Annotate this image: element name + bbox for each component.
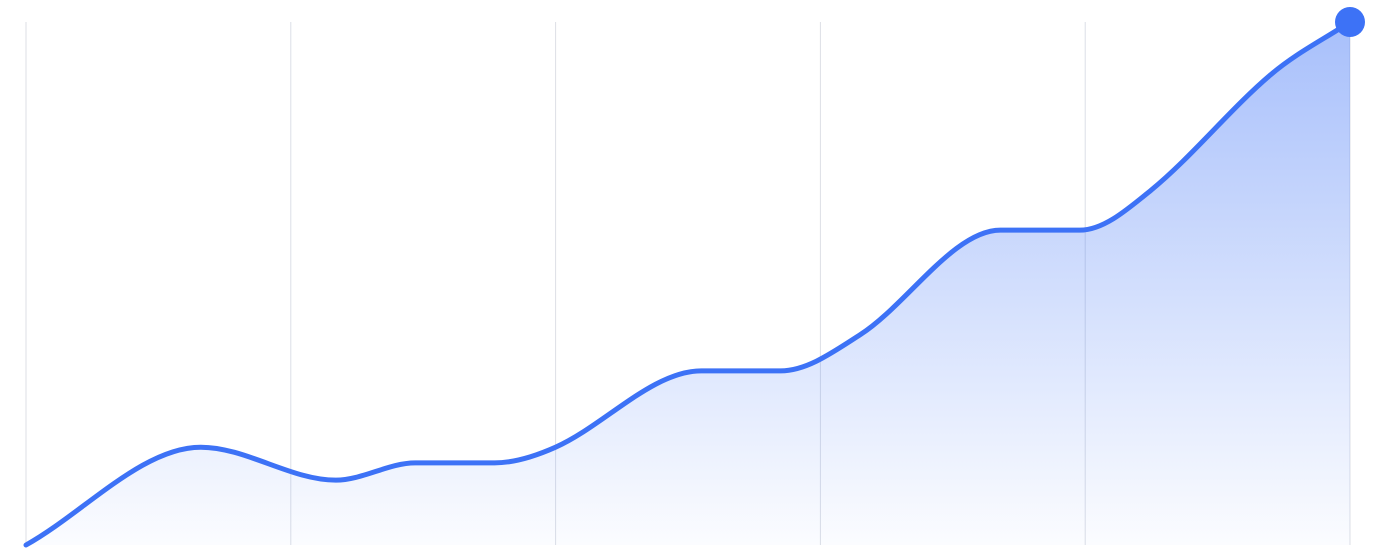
line <box>23 19 1353 548</box>
end-point <box>1335 7 1365 37</box>
area-fill <box>26 22 1350 545</box>
